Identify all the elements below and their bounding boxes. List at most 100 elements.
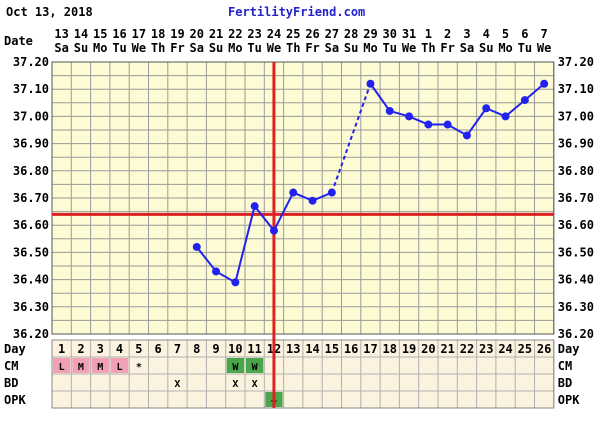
- day-cell: 19: [402, 342, 416, 356]
- temp-line-segment: [466, 107, 488, 137]
- weekday-tick-label: Su: [74, 41, 88, 55]
- day-cell: 25: [518, 342, 532, 356]
- date-tick-label: 18: [151, 27, 165, 41]
- bd-cell-text: X: [174, 379, 180, 390]
- y-tick-label-left: 36.40: [13, 273, 49, 287]
- date-tick-label: 5: [502, 27, 509, 41]
- y-tick-label-left: 37.00: [13, 109, 49, 123]
- y-tick-label-right: 36.70: [558, 191, 594, 205]
- weekday-tick-label: Sa: [54, 41, 68, 55]
- day-cell: 17: [363, 342, 377, 356]
- temp-line-segment: [504, 99, 526, 118]
- y-tick-label-right: 37.20: [558, 55, 594, 69]
- day-row-label-right: Day: [558, 342, 580, 356]
- date-tick-label: 22: [228, 27, 242, 41]
- date-tick-label: 16: [112, 27, 126, 41]
- temp-point: [327, 188, 336, 197]
- temp-point: [482, 104, 491, 113]
- day-cell: 21: [440, 342, 454, 356]
- y-tick-label-right: 36.80: [558, 164, 594, 178]
- weekday-tick-label: Tu: [383, 41, 397, 55]
- temp-point: [424, 120, 433, 129]
- weekday-tick-label: Su: [209, 41, 223, 55]
- temp-point: [462, 131, 471, 140]
- temp-line-segment: [273, 192, 295, 232]
- weekday-tick-label: Sa: [190, 41, 204, 55]
- temp-line-segment: [195, 246, 217, 273]
- table-border: [51, 339, 555, 409]
- day-cell: 20: [421, 342, 435, 356]
- date-tick-label: 23: [247, 27, 261, 41]
- cm-cell-text: L: [59, 362, 65, 373]
- date-tick-label: 25: [286, 27, 300, 41]
- day-cell: 6: [155, 342, 162, 356]
- weekday-tick-label: Mo: [498, 41, 512, 55]
- temp-line-segment: [253, 205, 275, 232]
- opk-row-label: OPK: [4, 393, 26, 407]
- day-cell: 10: [228, 342, 242, 356]
- y-tick-label-left: 36.70: [13, 191, 49, 205]
- date-tick-label: 31: [402, 27, 416, 41]
- cm-menses-cell: [53, 358, 71, 373]
- site-name: FertilityFriend.com: [228, 5, 365, 19]
- temp-point: [269, 226, 278, 235]
- date-tick-label: 17: [132, 27, 146, 41]
- temp-point: [366, 79, 375, 88]
- date-tick-label: 14: [74, 27, 88, 41]
- day-cell: 26: [537, 342, 551, 356]
- weekday-tick-label: Mo: [363, 41, 377, 55]
- date-tick-label: 24: [267, 27, 281, 41]
- temp-point: [540, 79, 549, 88]
- date-tick-label: 3: [463, 27, 470, 41]
- y-tick-label-left: 37.10: [13, 82, 49, 96]
- weekday-tick-label: Th: [151, 41, 165, 55]
- weekday-tick-label: Th: [286, 41, 300, 55]
- temp-point: [405, 112, 414, 121]
- weekday-tick-label: Mo: [228, 41, 242, 55]
- temp-point: [501, 112, 510, 121]
- date-tick-label: 4: [483, 27, 490, 41]
- day-cell: 23: [479, 342, 493, 356]
- cm-menses-cell: [91, 358, 109, 373]
- y-tick-label-right: 36.90: [558, 137, 594, 151]
- temp-point: [289, 188, 298, 197]
- temp-point: [212, 267, 221, 276]
- date-tick-label: 7: [541, 27, 548, 41]
- weekday-tick-label: We: [537, 41, 551, 55]
- date-tick-label: 13: [54, 27, 68, 41]
- date-tick-label: 29: [363, 27, 377, 41]
- temp-point: [231, 278, 240, 287]
- day-cell: 15: [325, 342, 339, 356]
- bd-cell-text: X: [232, 379, 238, 390]
- cm-cell-text: W: [232, 362, 239, 373]
- y-tick-label-right: 37.00: [558, 109, 594, 123]
- temp-point: [385, 106, 394, 115]
- weekday-tick-label: Su: [479, 41, 493, 55]
- day-cell: 13: [286, 342, 300, 356]
- y-tick-label-left: 36.60: [13, 218, 49, 232]
- weekday-tick-label: We: [402, 41, 416, 55]
- date-tick-label: 15: [93, 27, 107, 41]
- y-tick-label-right: 36.30: [558, 300, 594, 314]
- date-row-label: Date: [4, 34, 33, 48]
- date-tick-label: 28: [344, 27, 358, 41]
- day-cell: 9: [212, 342, 219, 356]
- day-cell: 3: [97, 342, 104, 356]
- cm-watery-cell: [226, 358, 244, 373]
- date-tick-label: 26: [305, 27, 319, 41]
- cm-menses-cell: [110, 358, 129, 373]
- y-tick-label-left: 36.50: [13, 245, 49, 259]
- weekday-tick-label: Sa: [325, 41, 339, 55]
- weekday-tick-label: Fr: [305, 41, 319, 55]
- day-cell: 16: [344, 342, 358, 356]
- cm-menses-cell: [72, 358, 90, 373]
- day-row-label: Day: [4, 342, 26, 356]
- cm-cell-text: W: [252, 362, 259, 373]
- date-tick-label: 1: [425, 27, 432, 41]
- weekday-tick-label: Su: [344, 41, 358, 55]
- y-tick-label-right: 37.10: [558, 82, 594, 96]
- temp-point: [308, 196, 317, 205]
- cm-row-label-right: CM: [558, 359, 572, 373]
